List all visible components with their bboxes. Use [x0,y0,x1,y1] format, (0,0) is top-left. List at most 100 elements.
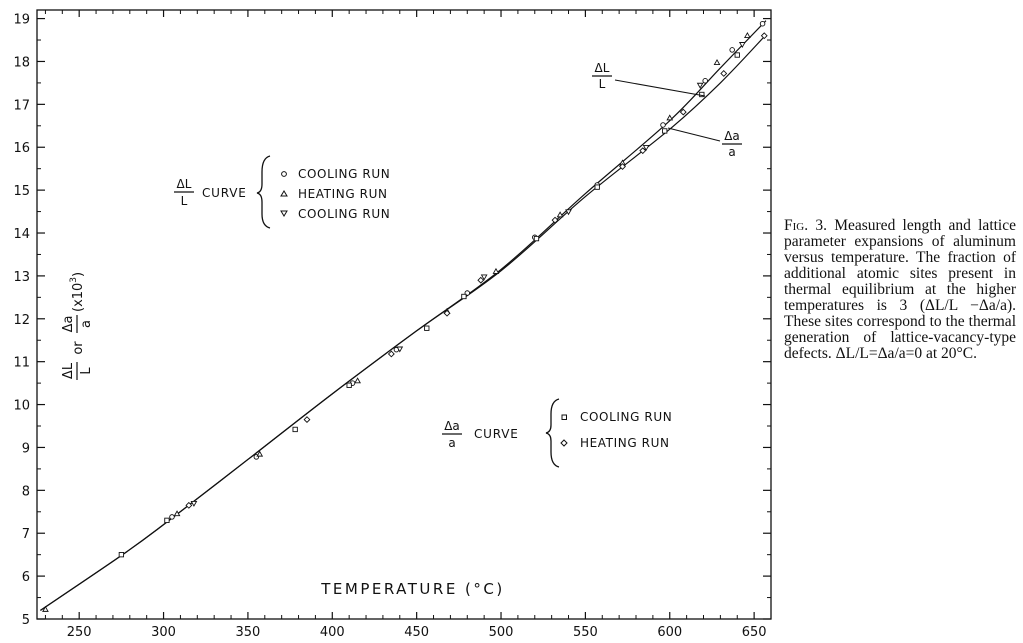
caption-text: Measured length and lattice parameter ex… [784,217,1016,362]
point-da-heating-diamond [303,416,311,424]
legend-da-entry-1: COOLING RUN [580,410,672,424]
y-tick-label: 6 [22,570,30,585]
legend-dl-curve: ΔL L CURVE COOLING RUN HEATING RUN COOLI… [174,155,390,229]
point-da-cooling-square [533,235,540,242]
point-da-heating-diamond [387,350,395,358]
x-tick-label: 350 [236,625,261,640]
y-tick-label: 13 [13,270,30,285]
point-da-cooling-square [346,382,352,388]
point-da-heating-diamond [639,147,647,155]
x-tick-label: 400 [320,625,345,640]
point-dl-heating-triangle [42,605,49,612]
x-tick-label: 600 [657,625,682,640]
y-axis-title: ΔL L or Δa a (x103) [61,272,94,380]
y-title-dl-num: ΔL [61,362,76,379]
legend-da-curve: Δa a CURVE COOLING RUN HEATING RUN [442,398,672,468]
point-da-cooling-square [594,184,600,190]
point-da-heating-diamond [720,70,728,77]
point-dl-heating-triangle [744,32,751,38]
point-dl-cooling-triangle-down [642,144,650,151]
curve-da_over_a [40,34,767,611]
legend-circle-marker [281,171,287,177]
point-da-heating-diamond [679,108,687,116]
y-tick-label: 19 [13,13,30,28]
point-da-heating-diamond [551,216,559,224]
x-tick-label: 500 [489,625,514,640]
annotation-dl-leader [614,79,706,97]
y-title-da-den: a [79,320,94,328]
annotation-da-num: Δa [724,129,740,143]
point-dl-cooling-triangle-down [480,274,488,281]
point-da-cooling-square [292,426,298,433]
chart-axes [36,9,772,620]
legend-dl-word: CURVE [202,186,247,200]
point-da-cooling-square [164,517,170,524]
point-da-cooling-square [662,128,668,134]
point-da-heating-diamond [185,501,193,509]
y-tick-label: 17 [13,98,30,113]
y-tick-label: 11 [13,356,30,371]
point-dl-cooling-triangle-down [738,42,746,49]
y-tick-label: 16 [13,141,30,156]
y-tick-label: 9 [22,441,30,456]
point-da-cooling-square [118,552,125,558]
legend-da-word: CURVE [474,427,519,441]
y-tick-label: 5 [22,613,30,628]
x-tick-label: 650 [742,625,767,640]
y-title-dl-den: L [79,367,94,375]
x-tick-label: 300 [151,625,176,640]
point-dl-cooling-triangle-down [696,82,704,89]
annotation-da-leader [667,127,721,142]
y-tick-label: 7 [22,527,30,542]
annotation-da-den: a [728,145,735,159]
legend-triangle-down-marker [280,210,288,217]
legend-da-den: a [448,436,455,450]
point-da-cooling-square [424,325,430,331]
y-tick-label: 12 [13,313,30,328]
point-dl-heating-triangle [256,450,264,457]
point-dl-cooling-triangle-down [565,209,572,216]
annotation-da: Δa a [667,127,742,159]
point-dl-heating-triangle [713,59,721,66]
point-dl-cooling-circle [169,514,175,520]
legend-da-entry-2: HEATING RUN [580,436,670,450]
plot-frame [36,9,772,620]
y-tick-label: 10 [13,399,30,414]
point-da-heating-diamond [619,163,626,170]
point-dl-cooling-triangle-down [190,500,198,507]
x-tick-label: 250 [67,625,92,640]
y-tick-label: 15 [13,184,30,199]
point-dl-cooling-circle [702,78,708,84]
legend-dl-entry-2: HEATING RUN [298,187,388,201]
legend-square-marker [561,414,567,420]
figure-caption: Fig. 3. Measured length and lattice para… [784,218,1016,362]
annotation-dl-den: L [599,77,606,91]
y-title-da-num: Δa [61,316,76,333]
legend-da-num: Δa [444,419,460,433]
y-axis-ticks: 5 6 7 8 9 10 11 12 13 14 15 16 17 18 19 [13,13,771,628]
point-da-cooling-square [699,91,705,98]
point-dl-cooling-triangle-down [396,346,404,353]
point-da-heating-diamond [477,276,485,284]
point-da-heating-diamond [760,32,768,40]
point-dl-heating-triangle [666,114,674,121]
point-dl-heating-triangle [173,510,181,517]
legend-triangle-up-marker [280,190,288,197]
point-dl-heating-triangle [492,267,500,274]
legend-dl-num: ΔL [177,177,192,191]
legend-diamond-marker [560,439,568,447]
x-axis-ticks: 250 300 350 400 450 500 550 600 650 [44,10,772,640]
point-dl-cooling-circle [660,122,666,128]
point-da-cooling-square [461,293,467,300]
y-title-or: or [71,341,86,355]
legend-dl-entry-3: COOLING RUN [298,207,390,221]
annotation-dl-num: ΔL [595,61,610,75]
y-tick-label: 14 [13,227,30,242]
point-dl-heating-triangle [556,211,564,218]
point-dl-heating-triangle [354,377,361,384]
y-title-scale: (x103) [69,272,86,312]
data-points [42,20,768,612]
legend-dl-den: L [181,194,188,208]
point-dl-cooling-circle [759,20,766,27]
